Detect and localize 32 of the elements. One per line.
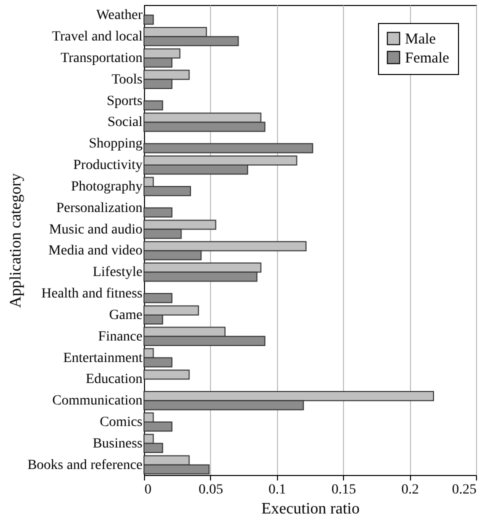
y-tick-label: Education	[86, 372, 142, 388]
y-tick-label: Lifestyle	[92, 265, 142, 280]
legend-label: Female	[405, 50, 450, 66]
x-axis-title: Execution ratio	[261, 500, 360, 518]
x-tick-label: 0.1	[268, 482, 286, 498]
y-tick-label: Media and video	[48, 244, 142, 259]
y-tick-label: Productivity	[73, 158, 142, 174]
y-tick-label: Books and reference	[27, 458, 142, 473]
y-tick-label: Health and fitness	[41, 286, 142, 302]
x-tick-label: 0.15	[331, 482, 356, 498]
y-tick-label: Personalization	[56, 200, 142, 216]
y-tick-label: Communication	[52, 394, 142, 409]
y-tick-label: Transportation	[60, 50, 142, 66]
y-tick-label: Shopping	[88, 136, 142, 152]
y-tick-label: Social	[108, 115, 143, 130]
y-axis-title: Application category	[7, 173, 24, 308]
x-tick-label: 0.05	[198, 482, 224, 498]
x-tick-label: 0.2	[401, 482, 419, 498]
y-tick-label: Business	[92, 436, 142, 452]
y-tick-label: Finance	[98, 329, 142, 344]
y-tick-label: Music and audio	[49, 222, 142, 238]
y-tick-label: Travel and local	[52, 30, 143, 45]
legend-label: Male	[405, 32, 436, 48]
y-tick-label: Game	[109, 308, 142, 323]
y-tick-label: Weather	[96, 8, 143, 24]
x-tick-label: 0.25	[452, 482, 476, 498]
y-tick-label: Entertainment	[63, 350, 143, 366]
y-tick-label: Comics	[100, 415, 142, 430]
x-tick-label: 0	[144, 482, 152, 498]
y-tick-label: Tools	[112, 72, 142, 88]
y-tick-label: Sports	[106, 94, 142, 109]
y-tick-label: Photography	[70, 179, 142, 194]
